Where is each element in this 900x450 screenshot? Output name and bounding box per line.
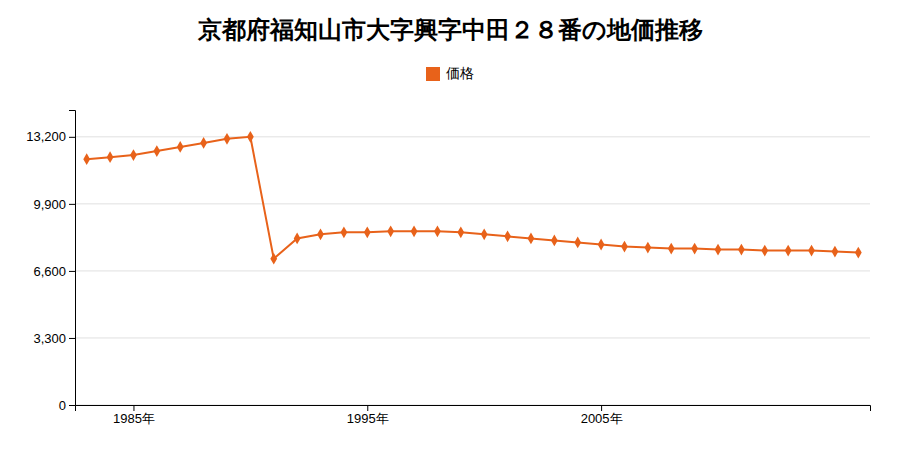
point: [457, 226, 464, 238]
point: [668, 243, 675, 255]
grid: [75, 137, 870, 405]
legend-item: 価格: [426, 65, 474, 81]
x-tick-mark: [367, 405, 368, 411]
point: [808, 245, 815, 257]
x-tick-mark: [601, 405, 602, 411]
point: [130, 149, 137, 161]
legend-swatch: [426, 67, 440, 81]
y-tick-label: 0: [59, 398, 66, 413]
y-tick-label: 3,300: [33, 331, 66, 346]
point: [247, 131, 254, 143]
x-tick-mark: [133, 405, 134, 411]
x-tick-label: 2005年: [581, 411, 623, 426]
point: [340, 226, 347, 238]
point: [270, 253, 277, 265]
line: [87, 137, 859, 259]
grid-line: [75, 136, 870, 137]
y-tick: 6,600: [33, 264, 75, 279]
point: [200, 137, 207, 149]
y-axis: 0 3,300 6,600 9,900 13,200: [26, 111, 75, 413]
point: [481, 228, 488, 240]
grid-line: [75, 203, 870, 204]
point: [691, 243, 698, 255]
y-tick-label: 13,200: [26, 129, 66, 144]
point: [785, 245, 792, 257]
point: [715, 244, 722, 256]
y-tick: 3,300: [33, 331, 75, 346]
point: [832, 246, 839, 258]
x-tick: 2005年: [581, 405, 623, 426]
y-tick-mark: [69, 405, 75, 406]
point: [574, 237, 581, 249]
point: [504, 230, 511, 242]
y-tick-label: 9,900: [33, 197, 66, 212]
y-tick: 13,200: [26, 129, 75, 144]
chart: 京都府福知山市大字興字中田２８番の地価推移 1985年 1995年 2005年 0 3,3…: [0, 0, 900, 450]
point: [551, 235, 558, 247]
point: [83, 153, 90, 165]
point: [364, 226, 371, 238]
y-tick-mark: [69, 338, 75, 339]
grid-line: [75, 337, 870, 338]
y-axis-line: [69, 111, 76, 406]
y-tick: 0: [59, 398, 75, 413]
point: [644, 242, 651, 254]
point: [387, 225, 394, 237]
marks: [83, 131, 861, 265]
point: [621, 241, 628, 253]
point: [317, 228, 324, 240]
point: [761, 245, 768, 257]
x-tick: 1985年: [113, 405, 155, 426]
point: [224, 133, 231, 145]
title: 京都府福知山市大字興字中田２８番の地価推移: [197, 16, 703, 44]
point: [528, 233, 535, 245]
point: [434, 225, 441, 237]
point: [294, 233, 301, 245]
y-tick-label: 6,600: [33, 264, 66, 279]
point: [107, 151, 114, 163]
x-tick-label: 1995年: [347, 411, 389, 426]
y-tick-mark: [69, 271, 75, 272]
x-axis: 1985年 1995年 2005年: [76, 405, 871, 426]
x-tick-label: 1985年: [113, 411, 155, 426]
legend-label: 価格: [446, 65, 474, 81]
y-tick-mark: [69, 204, 75, 205]
grid-line: [75, 270, 870, 271]
x-axis-line: [76, 406, 871, 412]
point: [855, 247, 862, 259]
point: [153, 145, 160, 157]
plot: 1985年 1995年 2005年 0 3,300 6,600 9,900 13,200: [26, 111, 870, 427]
legend: 価格: [426, 65, 474, 81]
y-tick-mark: [69, 137, 75, 138]
point: [411, 225, 418, 237]
point: [738, 244, 745, 256]
x-tick: 1995年: [347, 405, 389, 426]
point: [177, 141, 184, 153]
point: [598, 239, 605, 251]
y-tick: 9,900: [33, 197, 75, 212]
